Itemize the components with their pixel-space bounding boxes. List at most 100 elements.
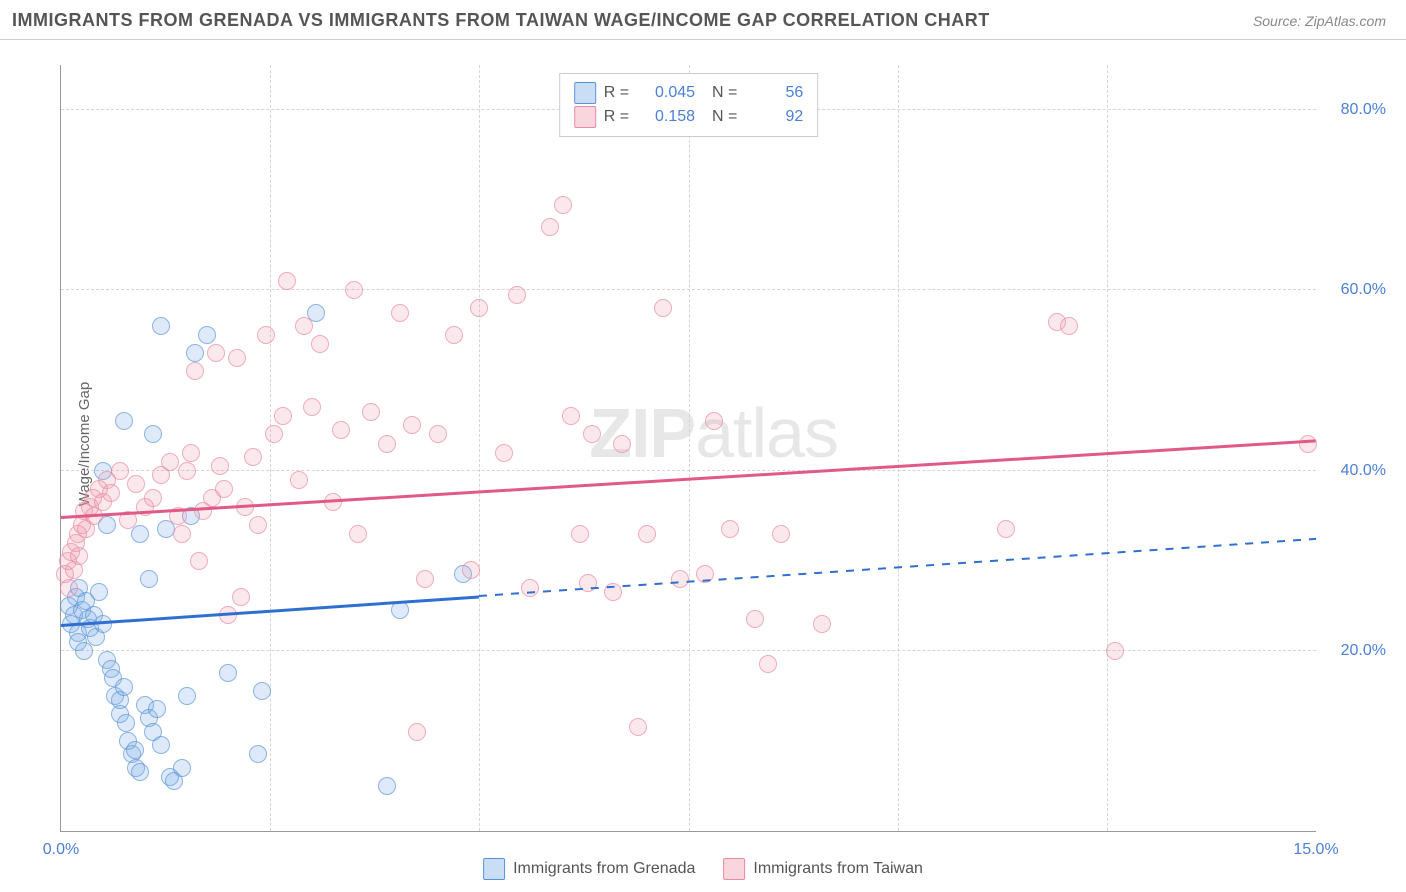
watermark-thin: atlas — [695, 394, 838, 472]
gridline-v — [689, 65, 690, 831]
chart-source: Source: ZipAtlas.com — [1253, 13, 1386, 29]
legend-label-grenada: Immigrants from Grenada — [513, 860, 695, 878]
data-point — [997, 520, 1015, 538]
data-point — [70, 547, 88, 565]
swatch-pink-icon — [574, 106, 596, 128]
data-point — [495, 444, 513, 462]
data-point — [219, 664, 237, 682]
legend-r-label: R = — [604, 84, 629, 102]
data-point — [244, 448, 262, 466]
data-point — [1299, 435, 1317, 453]
ytick-label: 60.0% — [1326, 281, 1386, 299]
chart-area: Wage/Income Gap R = 0.045 N = 56 R = 0.1… — [50, 55, 1316, 832]
data-point — [211, 457, 229, 475]
legend-r-label: R = — [604, 108, 629, 126]
data-point — [554, 196, 572, 214]
data-point — [638, 525, 656, 543]
data-point — [127, 475, 145, 493]
data-point — [508, 286, 526, 304]
data-point — [178, 687, 196, 705]
data-point — [182, 444, 200, 462]
data-point — [152, 317, 170, 335]
legend-r-value-grenada: 0.045 — [637, 84, 695, 102]
data-point — [1106, 642, 1124, 660]
data-point — [521, 579, 539, 597]
data-point — [671, 570, 689, 588]
data-point — [403, 416, 421, 434]
xtick-label-min: 0.0% — [43, 841, 79, 859]
watermark: ZIPatlas — [589, 393, 838, 473]
data-point — [140, 570, 158, 588]
data-point — [126, 741, 144, 759]
watermark-bold: ZIP — [589, 394, 695, 472]
legend-row-taiwan: R = 0.158 N = 92 — [574, 106, 804, 128]
swatch-blue-icon — [483, 858, 505, 880]
legend-n-label: N = — [703, 84, 737, 102]
data-point — [311, 335, 329, 353]
legend-n-value-grenada: 56 — [745, 84, 803, 102]
data-point — [207, 344, 225, 362]
chart-title: IMMIGRANTS FROM GRENADA VS IMMIGRANTS FR… — [12, 10, 990, 31]
gridline-v — [1107, 65, 1108, 831]
data-point — [654, 299, 672, 317]
data-point — [772, 525, 790, 543]
legend-r-value-taiwan: 0.158 — [637, 108, 695, 126]
ytick-label: 20.0% — [1326, 642, 1386, 660]
data-point — [249, 745, 267, 763]
data-point — [190, 552, 208, 570]
gridline-v — [898, 65, 899, 831]
swatch-pink-icon — [723, 858, 745, 880]
data-point — [408, 723, 426, 741]
data-point — [462, 561, 480, 579]
data-point — [178, 462, 196, 480]
data-point — [249, 516, 267, 534]
data-point — [391, 304, 409, 322]
data-point — [152, 736, 170, 754]
data-point — [257, 326, 275, 344]
data-point — [161, 453, 179, 471]
data-point — [274, 407, 292, 425]
data-point — [562, 407, 580, 425]
legend-n-value-taiwan: 92 — [745, 108, 803, 126]
data-point — [90, 583, 108, 601]
data-point — [144, 425, 162, 443]
ytick-label: 80.0% — [1326, 101, 1386, 119]
data-point — [429, 425, 447, 443]
data-point — [173, 759, 191, 777]
data-point — [583, 425, 601, 443]
data-point — [445, 326, 463, 344]
data-point — [198, 326, 216, 344]
series-legend: Immigrants from Grenada Immigrants from … — [483, 858, 923, 880]
data-point — [60, 579, 78, 597]
gridline-v — [270, 65, 271, 831]
gridline-v — [479, 65, 480, 831]
data-point — [541, 218, 559, 236]
data-point — [345, 281, 363, 299]
data-point — [629, 718, 647, 736]
data-point — [391, 601, 409, 619]
data-point — [362, 403, 380, 421]
correlation-legend: R = 0.045 N = 56 R = 0.158 N = 92 — [559, 73, 819, 137]
data-point — [416, 570, 434, 588]
data-point — [131, 525, 149, 543]
legend-item-taiwan: Immigrants from Taiwan — [723, 858, 923, 880]
data-point — [173, 525, 191, 543]
data-point — [117, 714, 135, 732]
data-point — [746, 610, 764, 628]
data-point — [613, 435, 631, 453]
data-point — [215, 480, 233, 498]
data-point — [813, 615, 831, 633]
data-point — [144, 489, 162, 507]
data-point — [1060, 317, 1078, 335]
data-point — [278, 272, 296, 290]
plot-region: R = 0.045 N = 56 R = 0.158 N = 92 ZIPatl… — [60, 65, 1316, 832]
xtick-label-max: 15.0% — [1293, 841, 1338, 859]
data-point — [102, 484, 120, 502]
data-point — [186, 344, 204, 362]
data-point — [759, 655, 777, 673]
ytick-label: 40.0% — [1326, 462, 1386, 480]
data-point — [115, 678, 133, 696]
data-point — [148, 700, 166, 718]
data-point — [470, 299, 488, 317]
data-point — [721, 520, 739, 538]
